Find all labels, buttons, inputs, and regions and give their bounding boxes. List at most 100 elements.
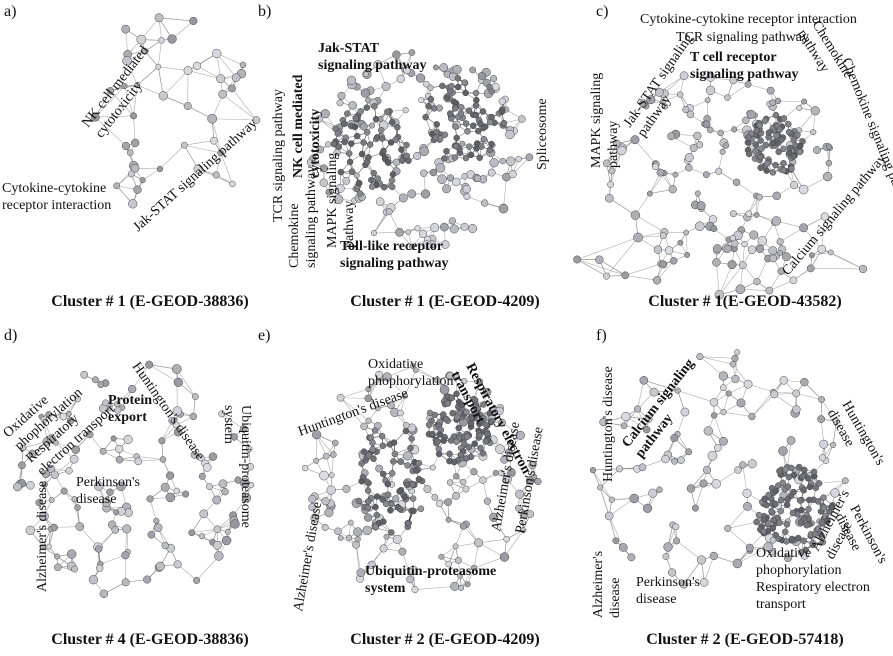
node	[133, 185, 142, 194]
node	[380, 147, 387, 155]
node	[124, 508, 133, 518]
node	[652, 276, 662, 285]
node	[685, 164, 693, 172]
node	[388, 119, 396, 126]
node	[147, 530, 156, 539]
node	[65, 467, 73, 475]
node	[498, 203, 509, 214]
node	[402, 107, 409, 114]
edge	[662, 94, 681, 103]
edge	[157, 40, 162, 67]
node	[336, 99, 344, 107]
node	[429, 464, 436, 471]
node	[746, 109, 756, 120]
node	[99, 589, 109, 599]
edge	[221, 413, 244, 430]
edge	[625, 263, 661, 276]
node	[719, 148, 726, 155]
node	[435, 500, 444, 508]
node	[153, 517, 160, 524]
node	[437, 174, 447, 185]
edge	[756, 258, 769, 282]
node	[798, 184, 809, 195]
node	[319, 178, 328, 187]
edge	[576, 237, 639, 260]
edge	[157, 66, 164, 96]
node	[724, 94, 731, 101]
node	[356, 190, 364, 197]
edge	[577, 259, 626, 276]
node	[789, 276, 798, 285]
node	[439, 82, 446, 90]
node	[744, 81, 752, 88]
edge	[187, 70, 221, 80]
node	[348, 168, 356, 175]
node	[508, 170, 517, 179]
node	[659, 260, 668, 269]
node	[780, 145, 787, 153]
node	[454, 556, 462, 564]
edge	[777, 100, 805, 102]
edge	[158, 66, 189, 71]
edge	[684, 75, 711, 78]
edge	[136, 456, 163, 460]
node	[796, 148, 804, 156]
node	[474, 538, 484, 548]
node	[810, 106, 820, 116]
node	[345, 150, 353, 157]
node	[368, 122, 375, 129]
edge	[163, 70, 189, 97]
node	[449, 224, 459, 234]
node	[498, 108, 506, 116]
node	[405, 157, 412, 165]
node	[646, 190, 653, 197]
node	[722, 142, 730, 149]
edge	[216, 53, 244, 66]
node	[785, 120, 792, 128]
node	[337, 91, 346, 100]
edge	[727, 84, 749, 98]
node	[193, 576, 201, 584]
edge	[599, 259, 626, 276]
node	[319, 470, 329, 481]
node	[825, 159, 833, 167]
node	[677, 91, 684, 98]
node	[469, 122, 477, 130]
node	[454, 75, 462, 82]
edge	[769, 280, 794, 291]
node	[402, 422, 410, 429]
node	[368, 176, 375, 184]
node	[388, 177, 396, 184]
node	[788, 165, 795, 172]
node	[479, 108, 487, 115]
node	[159, 456, 167, 463]
node	[595, 255, 604, 264]
node	[477, 120, 484, 127]
edge	[184, 144, 221, 154]
node	[154, 13, 164, 23]
node	[441, 131, 449, 138]
node	[499, 552, 510, 562]
node	[732, 178, 741, 187]
node	[165, 471, 175, 480]
node	[427, 95, 435, 103]
edge	[634, 139, 656, 165]
node	[385, 159, 392, 166]
edge	[414, 586, 455, 590]
node	[702, 171, 710, 179]
node	[417, 505, 425, 513]
node	[342, 484, 351, 493]
node	[121, 551, 130, 560]
edge	[649, 172, 665, 194]
node	[131, 138, 140, 148]
node	[752, 147, 759, 155]
node	[346, 75, 357, 85]
node	[714, 290, 725, 300]
node	[472, 102, 480, 109]
node	[462, 89, 469, 97]
node	[207, 113, 218, 124]
node	[486, 146, 494, 154]
node	[476, 154, 483, 161]
node	[224, 528, 231, 535]
node	[392, 534, 402, 544]
